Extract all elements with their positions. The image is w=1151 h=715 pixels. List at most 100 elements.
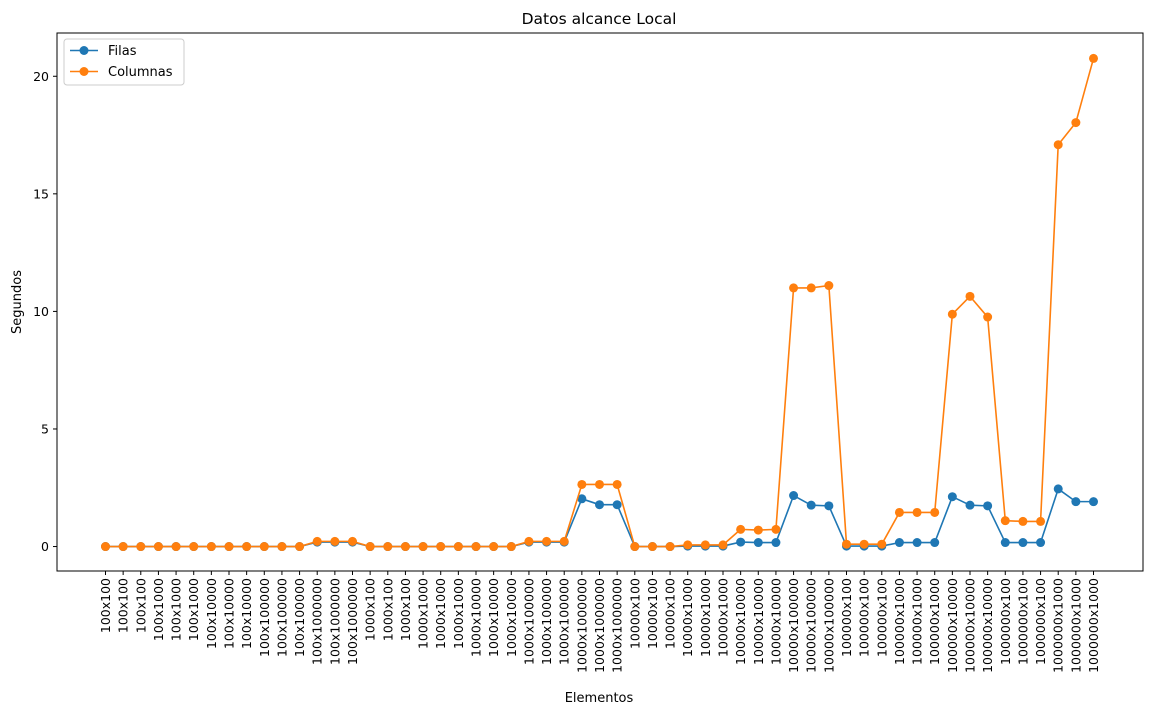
x-tick-label: 1000x100000 bbox=[539, 578, 554, 665]
x-tick-label: 100x1000000 bbox=[345, 578, 360, 665]
data-point bbox=[965, 500, 975, 510]
data-point bbox=[736, 524, 746, 534]
series-columnas bbox=[101, 53, 1098, 552]
legend: Filas Columnas bbox=[63, 38, 185, 86]
x-tick-label: 1000000x100 bbox=[1015, 578, 1030, 665]
x-tick-label: 1000x1000000 bbox=[574, 578, 589, 673]
x-tick-label: 100000x1000 bbox=[927, 578, 942, 665]
x-tick-label: 1000000x100 bbox=[1033, 578, 1048, 665]
y-tick-label: 20 bbox=[33, 69, 49, 84]
data-point bbox=[789, 283, 799, 293]
data-point bbox=[330, 536, 340, 546]
data-point bbox=[912, 507, 922, 517]
data-point bbox=[1053, 140, 1063, 150]
x-axis-title: Elementos bbox=[565, 691, 634, 706]
x-tick-label: 100000x10000 bbox=[963, 578, 978, 673]
x-tick-label: 10000x100000 bbox=[821, 578, 836, 673]
y-tick-label: 10 bbox=[33, 304, 49, 319]
data-point bbox=[595, 479, 604, 489]
x-axis: 100x100 100x100 100x100 100x1000 100x1000 100… bbox=[98, 571, 1101, 673]
x-tick-label: 1000x100000 bbox=[521, 578, 536, 665]
x-tick-label: 1000000x100 bbox=[998, 578, 1013, 665]
legend-marker-filas bbox=[79, 46, 89, 55]
x-tick-label: 100000x100 bbox=[857, 578, 872, 657]
data-point bbox=[612, 479, 622, 489]
x-tick-label: 100x100 bbox=[116, 578, 131, 633]
data-point bbox=[947, 492, 957, 502]
x-tick-label: 10000x10000 bbox=[768, 578, 783, 665]
x-tick-label: 100x100000 bbox=[274, 578, 289, 657]
x-tick-label: 1000x100000 bbox=[557, 578, 572, 665]
x-tick-label: 100000x100 bbox=[839, 578, 854, 657]
x-tick-label: 100x1000000 bbox=[310, 578, 325, 665]
data-point bbox=[683, 540, 693, 550]
data-point bbox=[1018, 516, 1028, 526]
data-point bbox=[242, 542, 252, 552]
x-tick-label: 1000x1000 bbox=[433, 578, 448, 649]
data-point bbox=[1089, 497, 1098, 507]
x-tick-label: 1000x100 bbox=[363, 578, 378, 641]
x-tick-label: 1000x10000 bbox=[469, 578, 484, 657]
data-point bbox=[1071, 497, 1081, 507]
data-point bbox=[101, 542, 110, 552]
data-point bbox=[824, 281, 834, 291]
data-point bbox=[842, 539, 851, 549]
chart-title: Datos alcance Local bbox=[522, 10, 677, 28]
x-tick-label: 100x1000 bbox=[186, 578, 201, 641]
data-point bbox=[506, 542, 516, 552]
x-tick-label: 100000x1000 bbox=[892, 578, 907, 665]
data-point bbox=[665, 542, 675, 552]
x-tick-label: 10000x100000 bbox=[786, 578, 801, 673]
x-tick-label: 10000x1000 bbox=[698, 578, 713, 657]
data-point bbox=[524, 536, 534, 546]
x-tick-label: 100x1000000 bbox=[327, 578, 342, 665]
data-point bbox=[630, 542, 640, 552]
legend-label-columnas: Columnas bbox=[108, 65, 173, 80]
data-point bbox=[894, 507, 904, 517]
data-point bbox=[1053, 484, 1063, 494]
data-point bbox=[1089, 53, 1098, 63]
data-point bbox=[718, 540, 728, 550]
data-point bbox=[647, 542, 657, 552]
data-point bbox=[700, 540, 710, 550]
data-point bbox=[577, 494, 587, 504]
data-point bbox=[753, 538, 763, 548]
y-axis-title: Segundos bbox=[10, 270, 25, 334]
x-tick-label: 1000x1000000 bbox=[610, 578, 625, 673]
plot-area bbox=[56, 32, 1144, 572]
x-tick-label: 100x10000 bbox=[222, 578, 237, 649]
data-point bbox=[771, 524, 781, 534]
x-tick-label: 100x10000 bbox=[239, 578, 254, 649]
data-point bbox=[1036, 516, 1046, 526]
x-tick-label: 10000x100000 bbox=[804, 578, 819, 673]
data-point bbox=[1071, 118, 1081, 128]
data-point bbox=[295, 542, 305, 552]
data-point bbox=[859, 539, 869, 549]
data-point bbox=[771, 538, 781, 548]
legend-marker-columnas bbox=[79, 67, 89, 76]
data-point bbox=[383, 542, 393, 552]
data-point bbox=[453, 542, 463, 552]
x-tick-label: 1000000x1000 bbox=[1086, 578, 1101, 673]
data-point bbox=[930, 507, 940, 517]
x-tick-label: 100000x100 bbox=[874, 578, 889, 657]
data-point bbox=[577, 479, 587, 489]
data-point bbox=[1036, 538, 1046, 548]
data-point bbox=[136, 542, 146, 552]
data-point bbox=[877, 539, 887, 549]
x-tick-label: 1000x1000000 bbox=[592, 578, 607, 673]
data-point bbox=[595, 500, 604, 510]
data-point bbox=[1018, 538, 1028, 548]
data-point bbox=[753, 525, 763, 535]
data-point bbox=[965, 291, 975, 301]
x-tick-label: 1000x1000 bbox=[416, 578, 431, 649]
data-point bbox=[542, 536, 552, 546]
series-layer bbox=[101, 53, 1098, 552]
y-tick-label: 15 bbox=[33, 186, 49, 201]
data-point bbox=[206, 542, 216, 552]
data-point bbox=[189, 542, 199, 552]
x-tick-label: 10000x1000 bbox=[680, 578, 695, 657]
data-point bbox=[789, 491, 799, 501]
data-point bbox=[259, 542, 269, 552]
